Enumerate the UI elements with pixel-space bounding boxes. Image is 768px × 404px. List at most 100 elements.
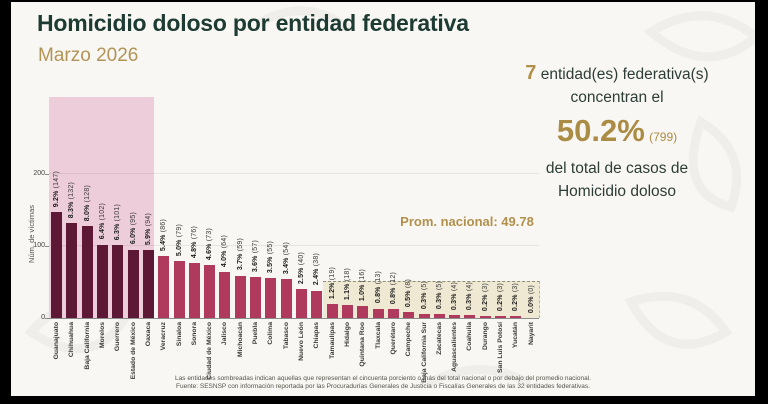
bar: [280, 279, 292, 318]
bar-value-label: 0.8% (12): [389, 272, 397, 305]
bar: [250, 276, 262, 318]
bar: [433, 314, 445, 318]
bar-value-label: 0.2% (3): [481, 282, 489, 311]
stats-percent-line: 50.2% (799): [483, 114, 751, 154]
x-axis-label: Ciudad de México: [206, 322, 214, 380]
x-axis-label: Jalisco: [221, 322, 229, 346]
x-axis-label: Estado de México: [129, 322, 137, 380]
bar-value-label: 0.8% (13): [374, 271, 382, 304]
x-axis-label: Morelos: [98, 322, 106, 349]
x-axis-label: Guanajuato: [53, 322, 60, 360]
bar: [387, 309, 399, 318]
x-axis-label: Sonora: [190, 322, 198, 346]
bar: [66, 222, 78, 318]
x-axis-label: Guerrero: [114, 322, 122, 352]
bar: [495, 315, 507, 318]
x-axis-label: Oaxaca: [144, 322, 152, 347]
bar-value-label: 3.5% (55): [267, 241, 275, 274]
stats-concentran-line: concentran el: [570, 89, 664, 106]
gridline: [49, 173, 539, 174]
x-axis-label: Baja California: [83, 322, 91, 370]
bar-value-label: 5.9% (94): [144, 213, 152, 246]
bar: [464, 315, 476, 318]
x-axis-label: Chiapas: [313, 322, 321, 349]
bar: [96, 244, 108, 318]
bar: [418, 314, 430, 318]
bar: [81, 225, 93, 318]
x-axis-label: Tamaulipas: [328, 322, 336, 359]
bar: [357, 306, 369, 318]
page-title: Homicidio doloso por entidad federativa: [37, 10, 469, 36]
y-tick-label: 100: [33, 242, 45, 249]
bar-value-label: 3.7% (59): [236, 238, 244, 271]
stats-crime-line: Homicidio doloso: [557, 183, 677, 200]
bar: [265, 278, 277, 318]
concentration-count: (799): [649, 130, 678, 144]
bar: [326, 304, 338, 318]
footnote: Las entidades sombreadas indican aquella…: [11, 375, 755, 391]
bar-value-label: 0.2% (3): [497, 282, 505, 311]
x-axis-label: Veracruz: [160, 322, 168, 351]
infographic-canvas: Homicidio doloso por entidad federativa …: [11, 2, 755, 396]
bar-value-label: 0.5% (8): [405, 279, 413, 308]
entity-count: 7: [525, 62, 537, 84]
bar: [173, 261, 185, 318]
bar-value-label: 6.0% (95): [129, 212, 137, 245]
x-axis-label: San Luis Potosí: [497, 322, 505, 373]
bar-value-label: 4.0% (64): [221, 234, 229, 267]
bar-value-label: 0.0% (0): [527, 284, 535, 313]
footnote-line1: Las entidades sombreadas indican aquella…: [175, 375, 591, 382]
bar-value-label: 0.3% (4): [451, 282, 459, 311]
x-axis-label: Tabasco: [282, 322, 290, 350]
bar-value-label: 1.2% (19): [328, 267, 336, 300]
bar-value-label: 0.3% (5): [420, 281, 428, 310]
bar-value-label: 0.3% (5): [435, 281, 443, 310]
bar: [449, 315, 461, 318]
bar: [51, 212, 62, 318]
x-axis-label: Querétaro: [389, 322, 397, 355]
y-tick-label: 200: [33, 170, 45, 177]
y-tick-mark: [45, 174, 49, 175]
x-axis-label: Yucatán: [512, 322, 520, 349]
x-axis-label: Nayarit: [527, 322, 535, 346]
bar: [219, 271, 231, 318]
bar-value-label: 0.3% (4): [466, 282, 474, 311]
bar: [479, 315, 491, 318]
y-tick-label: 0: [41, 314, 45, 321]
national-average-label: Prom. nacional: 49.78: [400, 214, 534, 229]
gridline: [49, 245, 539, 246]
bar-value-label: 2.4% (38): [313, 253, 321, 286]
y-axis-label: Núm. de víctimas: [27, 205, 36, 263]
bar: [188, 263, 200, 318]
bar: [311, 290, 323, 318]
bar-value-label: 3.4% (54): [282, 241, 290, 275]
stats-entities-line: 7 entidad(es) federativa(s): [483, 62, 751, 86]
x-axis-label: Tlaxcala: [374, 322, 382, 349]
y-tick-mark: [45, 246, 49, 247]
x-axis-label: Zacatecas: [435, 322, 443, 355]
summary-stats-panel: 7 entidad(es) federativa(s) concentran e…: [483, 62, 751, 203]
bar: [341, 305, 353, 318]
bar-value-label: 1.1% (18): [343, 267, 351, 301]
x-axis-label: Coahuila: [466, 322, 474, 351]
footnote-line2: Fuente: SESNSP con información reportada…: [176, 383, 590, 390]
y-tick-mark: [45, 318, 49, 319]
bar: [510, 315, 522, 318]
x-axis-label: Michoacán: [236, 322, 244, 358]
bar-value-label: 0.2% (3): [512, 282, 520, 311]
x-axis-label: Baja California Sur: [420, 322, 428, 383]
x-axis-label: Puebla: [252, 322, 260, 345]
below-average-region: [322, 281, 540, 318]
x-axis-label: Campeche: [405, 322, 413, 357]
bar-value-label: 3.6% (57): [252, 239, 260, 272]
bar-value-label: 6.4% (102): [98, 203, 106, 240]
bar: [234, 275, 246, 318]
bar-value-label: 2.5% (40): [298, 252, 305, 285]
bar-value-label: 4.6% (73): [206, 228, 214, 261]
stats-total-line: del total de casos de: [545, 160, 689, 177]
x-axis-label: Hidalgo: [343, 322, 351, 347]
x-axis-label: Sinaloa: [175, 322, 183, 347]
x-axis-label: Nuevo León: [298, 322, 305, 361]
bar: [372, 308, 384, 318]
bar-value-label: 8.3% (132): [68, 181, 76, 218]
